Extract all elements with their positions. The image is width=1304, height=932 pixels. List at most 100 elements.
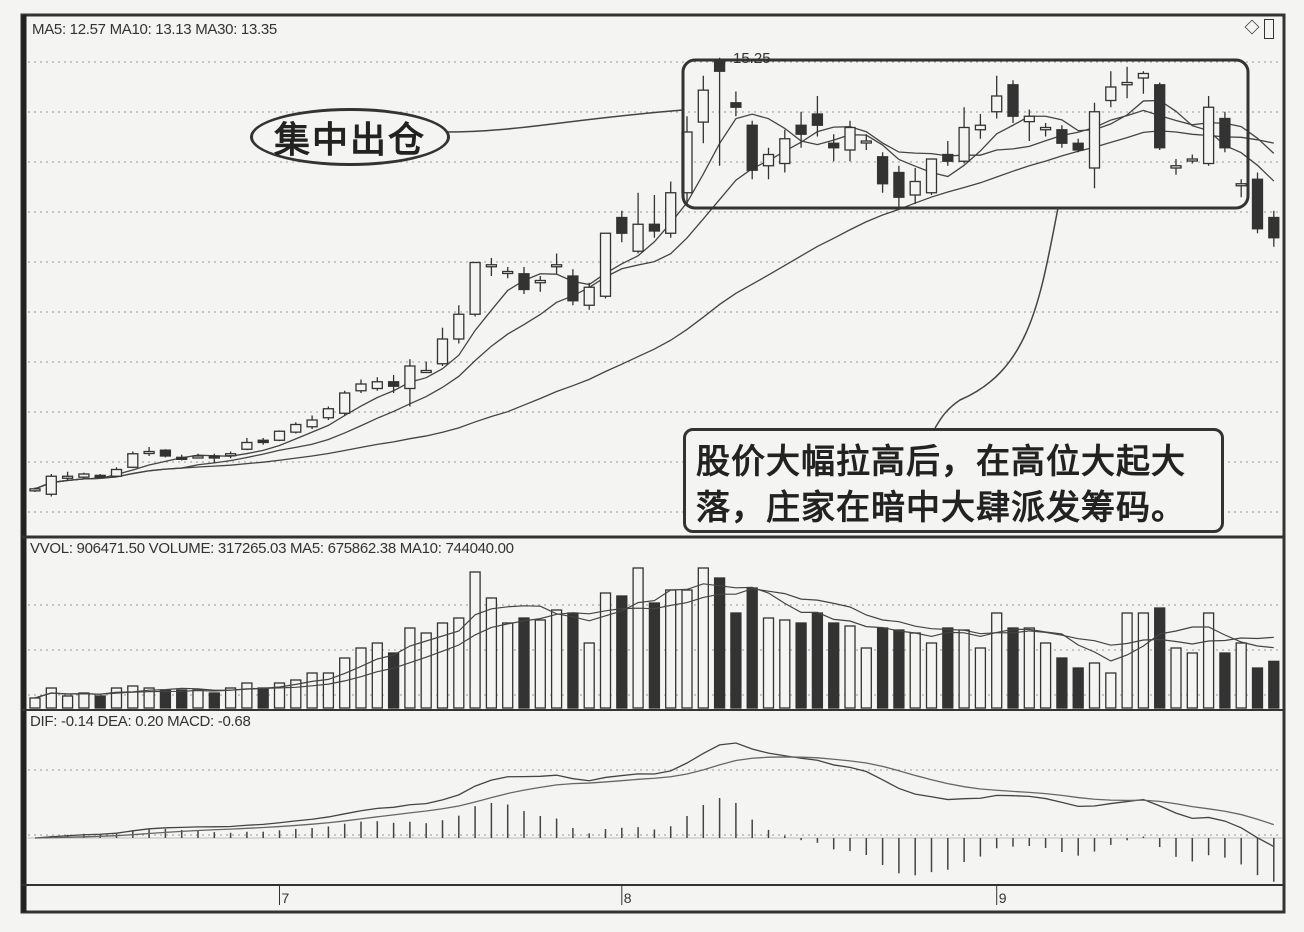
volume-bar [893, 629, 905, 709]
volume-bar [518, 617, 530, 709]
main-pane-header: MA5: 12.57 MA10: 13.13 MA30: 13.35 [32, 21, 277, 38]
callout-ellipse-text: 集中出仓 [273, 119, 426, 161]
candle-down [746, 124, 758, 171]
panel-toggle-icon[interactable] [1264, 19, 1274, 39]
volume-bar [958, 629, 970, 709]
volume-bar [925, 642, 938, 709]
candle-up [143, 450, 155, 455]
candle-up [453, 313, 465, 340]
volume-bar [127, 685, 139, 709]
candle-down [811, 113, 824, 126]
candle-up [1186, 158, 1198, 162]
candle-down [176, 456, 188, 461]
annotation-connectors: 15.25 [443, 50, 1250, 429]
candle-up [273, 430, 286, 441]
candle-up [665, 192, 677, 234]
candle-up [306, 419, 318, 428]
candle-up [860, 140, 872, 144]
distribution-zone-box [681, 58, 1250, 210]
candle-up [322, 408, 335, 419]
candle-up [1023, 115, 1035, 123]
volume-bar [143, 687, 155, 709]
volume-bar [762, 617, 775, 709]
candle-up [436, 338, 449, 365]
callout-textbox: 股价大幅拉高后，在高位大起大 落，庄家在暗中大肆派发筹码。 [683, 428, 1224, 533]
candle-down [387, 381, 400, 387]
volume-bar [876, 627, 889, 709]
candle-down [616, 216, 628, 234]
volume-bar [1154, 607, 1166, 709]
candle-up [290, 423, 302, 433]
candle-up [583, 286, 595, 306]
volume-bar [1268, 660, 1280, 709]
volume-bar [1202, 612, 1215, 709]
volume-bar [1186, 652, 1198, 709]
x-axis-label: 7 [281, 890, 290, 906]
candle-up [78, 473, 90, 478]
volume-bar [1039, 642, 1052, 709]
candle-up [192, 455, 204, 459]
candle-up [550, 264, 563, 268]
candle-up [61, 475, 74, 479]
volume-bar [1170, 647, 1182, 709]
candle-down [1219, 117, 1231, 149]
candlestick-series [29, 57, 1280, 497]
candle-down [208, 455, 220, 459]
dea-line [34, 756, 1275, 839]
volume-bar [583, 642, 595, 709]
volume-bar [469, 571, 481, 709]
high-price-label: 15.25 [733, 50, 771, 67]
volume-bar [387, 652, 400, 709]
candle-down [893, 171, 905, 198]
volume-bar [550, 609, 563, 709]
candle-down [1007, 84, 1019, 117]
candle-up [779, 138, 791, 165]
candle-down [942, 153, 954, 162]
textbox-connector [934, 207, 1059, 429]
candle-up [1137, 72, 1150, 79]
candle-up [1121, 81, 1133, 86]
candle-up [1235, 183, 1247, 187]
candle-down [567, 275, 579, 302]
volume-bar [404, 627, 416, 709]
candle-down [730, 102, 742, 108]
macd-series [28, 742, 1282, 882]
volume-bar [1235, 642, 1247, 709]
candle-up [909, 180, 921, 196]
candle-up [502, 270, 514, 275]
candle-up [1105, 86, 1117, 102]
macd-pane-header: DIF: -0.14 DEA: 0.20 MACD: -0.68 [30, 713, 251, 730]
volume-series [29, 567, 1280, 709]
volume-bar [632, 567, 644, 709]
callout-ellipse: 集中出仓 [250, 108, 450, 166]
candle-up [974, 124, 987, 131]
volume-bar [1023, 627, 1035, 709]
callout-text-line-1: 股价大幅拉高后，在高位大起大 [696, 442, 1186, 482]
volume-bar [420, 632, 432, 709]
volume-bar [273, 682, 286, 709]
candle-up [1088, 111, 1101, 169]
volume-bar [974, 647, 987, 709]
volume-bar [29, 697, 41, 709]
candle-down [795, 124, 807, 135]
volume-bar [681, 589, 693, 709]
candle-up [1170, 165, 1182, 169]
volume-bar [61, 695, 74, 709]
volume-bar [241, 682, 253, 709]
volume-bar [110, 687, 123, 709]
volume-bar [192, 689, 204, 709]
candle-up [404, 365, 416, 390]
volume-bar [502, 622, 514, 709]
volume-bar [94, 695, 106, 709]
volume-bar [1007, 627, 1019, 709]
volume-bar [371, 642, 383, 709]
volume-bar [485, 597, 498, 709]
candle-up [110, 468, 123, 477]
volume-bar [909, 632, 921, 709]
ellipse-connector [443, 109, 684, 133]
volume-bar [567, 612, 579, 709]
volume-bar [159, 689, 172, 709]
candle-up [371, 381, 383, 390]
candle-up [29, 488, 41, 492]
